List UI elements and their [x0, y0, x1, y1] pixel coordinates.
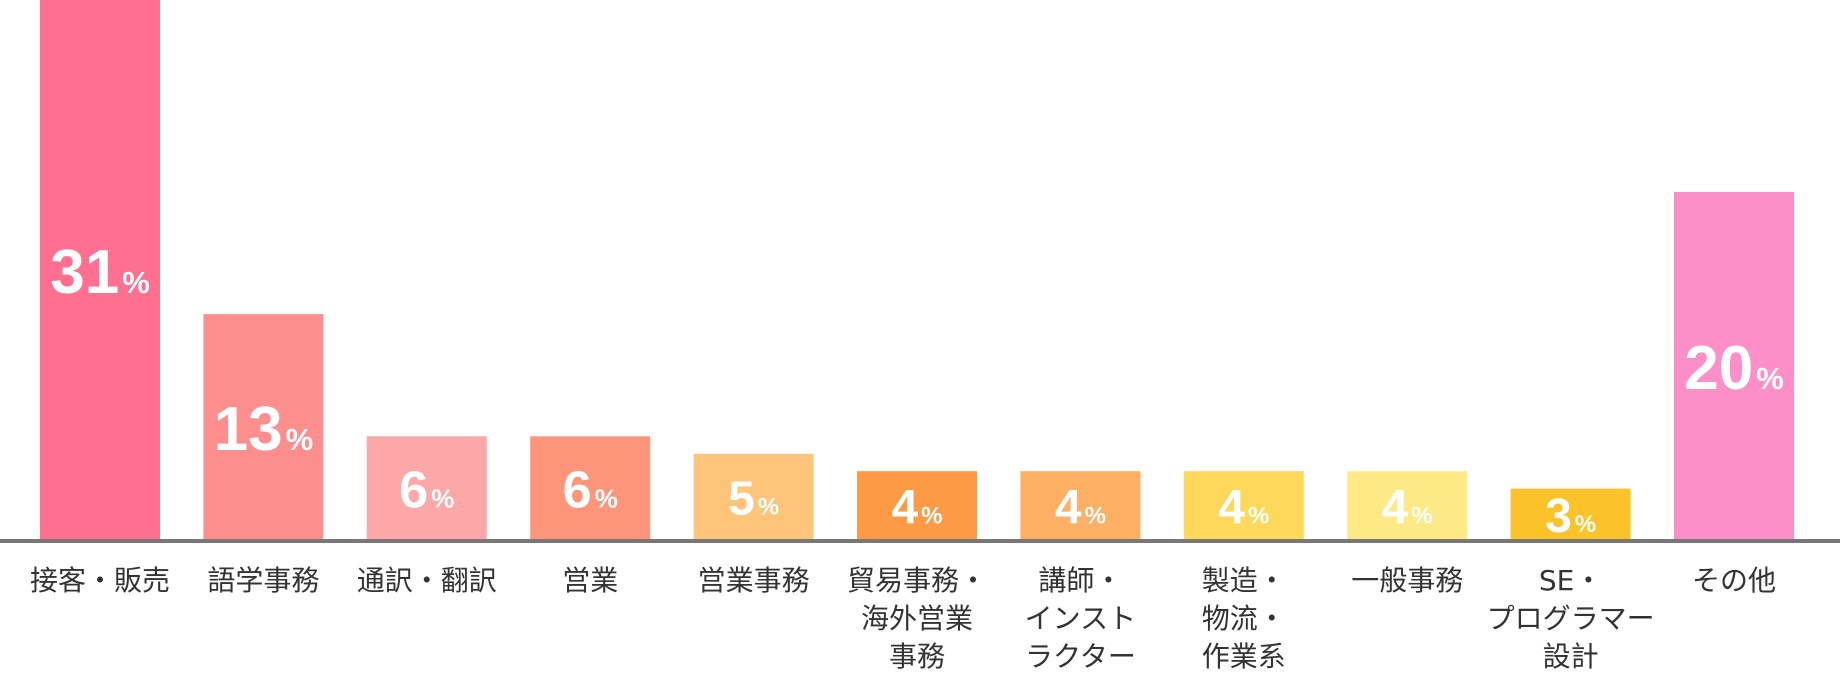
- category-label-line: SE・: [1539, 564, 1602, 597]
- bar-0: [40, 0, 160, 541]
- data-label-value-0: 31: [50, 238, 119, 307]
- data-label-value-2: 6: [399, 461, 428, 519]
- category-label-line: 通訳・翻訳: [357, 564, 497, 597]
- data-label-3: 6%: [563, 461, 618, 519]
- data-label-unit-9: %: [1575, 511, 1596, 538]
- data-label-4: 5%: [728, 473, 779, 526]
- category-label-8: 一般事務: [1351, 564, 1463, 597]
- data-label-5: 4%: [891, 481, 942, 534]
- data-label-unit-8: %: [1411, 502, 1432, 529]
- bar-7: [1183, 471, 1304, 541]
- data-label-value-4: 5: [728, 473, 755, 526]
- category-label-line: 事務: [889, 640, 945, 673]
- category-label-line: 海外営業: [861, 602, 973, 635]
- data-label-unit-2: %: [431, 483, 454, 513]
- data-label-10: 20%: [1684, 334, 1784, 403]
- bar-5: [857, 471, 977, 541]
- category-label-2: 通訳・翻訳: [357, 564, 497, 597]
- category-label-line: 製造・: [1202, 564, 1286, 597]
- category-label-6: 講師・インストラクター: [1025, 564, 1136, 673]
- bar-8: [1347, 471, 1468, 541]
- category-label-10: その他: [1692, 564, 1776, 597]
- data-label-unit-7: %: [1248, 502, 1269, 529]
- category-label-5: 貿易事務・海外営業事務: [847, 564, 987, 673]
- data-label-unit-4: %: [758, 494, 779, 521]
- data-label-value-8: 4: [1382, 481, 1409, 534]
- category-label-9: SE・プログラマー設計: [1487, 564, 1655, 673]
- category-label-3: 営業: [562, 564, 618, 597]
- data-label-value-10: 20: [1684, 334, 1753, 403]
- category-label-4: 営業事務: [698, 564, 810, 597]
- category-label-7: 製造・物流・作業系: [1202, 564, 1286, 673]
- category-label-line: 設計: [1543, 640, 1599, 673]
- data-label-unit-1: %: [286, 422, 314, 457]
- data-label-6: 4%: [1055, 481, 1106, 534]
- category-label-line: プログラマー: [1487, 602, 1655, 635]
- category-label-line: その他: [1692, 564, 1776, 597]
- category-label-line: 営業事務: [698, 564, 810, 597]
- category-label-line: インスト: [1025, 602, 1136, 635]
- category-label-line: 作業系: [1202, 640, 1286, 673]
- bar-4: [693, 453, 814, 541]
- category-label-0: 接客・販売: [30, 564, 170, 597]
- category-label-1: 語学事務: [207, 564, 319, 597]
- bar-10: [1674, 191, 1794, 541]
- data-label-value-5: 4: [891, 481, 918, 534]
- data-label-1: 13%: [214, 395, 314, 464]
- bar-1: [203, 314, 324, 541]
- category-label-line: 語学事務: [207, 564, 319, 597]
- data-label-value-7: 4: [1218, 481, 1245, 534]
- data-label-0: 31%: [50, 238, 150, 307]
- data-label-value-6: 4: [1055, 481, 1082, 534]
- category-label-line: 貿易事務・: [847, 564, 987, 597]
- bar-9: [1510, 488, 1631, 541]
- data-label-7: 4%: [1218, 481, 1269, 534]
- bar-6: [1020, 471, 1141, 541]
- data-label-value-9: 3: [1545, 490, 1572, 543]
- category-label-line: 接客・販売: [30, 564, 170, 597]
- data-label-2: 6%: [399, 461, 454, 519]
- bar-2: [366, 436, 487, 541]
- data-label-value-1: 13: [214, 395, 283, 464]
- data-label-value-3: 6: [563, 461, 592, 519]
- data-label-unit-5: %: [921, 502, 942, 529]
- category-label-line: ラクター: [1025, 640, 1136, 673]
- category-label-line: 物流・: [1202, 602, 1286, 635]
- category-label-line: 営業: [562, 564, 618, 597]
- data-label-8: 4%: [1382, 481, 1433, 534]
- data-label-unit-0: %: [122, 265, 150, 300]
- category-label-line: 講師・: [1038, 564, 1122, 597]
- category-label-line: 一般事務: [1351, 564, 1463, 597]
- data-label-unit-6: %: [1085, 502, 1106, 529]
- data-label-9: 3%: [1545, 490, 1596, 543]
- bar-3: [530, 436, 651, 541]
- data-label-unit-10: %: [1756, 361, 1784, 396]
- data-label-unit-3: %: [595, 483, 618, 513]
